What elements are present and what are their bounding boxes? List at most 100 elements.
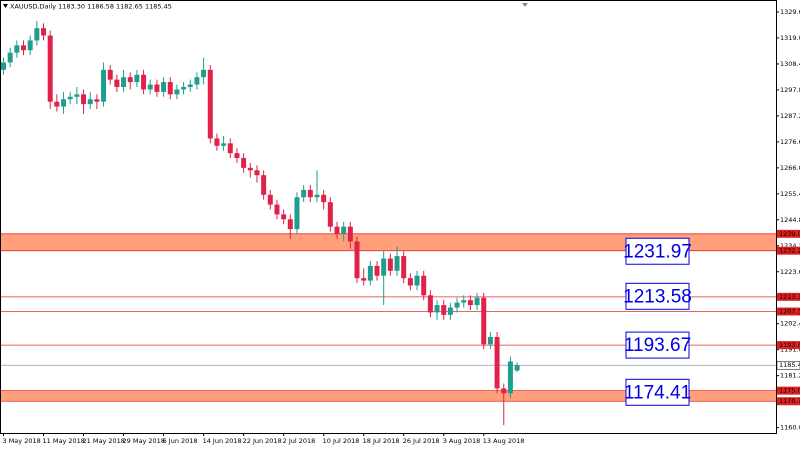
candle-body [254, 170, 260, 176]
callout-label: 1231.97 [623, 241, 692, 262]
price-label-bg [777, 386, 800, 395]
candle-body [121, 77, 127, 87]
candle-body [441, 305, 447, 315]
x-tick-label: 2 Jul 2018 [283, 437, 316, 445]
price-label-bg [776, 360, 800, 370]
price-label: 1213.36 [779, 293, 800, 301]
candle-body [447, 307, 453, 315]
candle-body [407, 278, 413, 286]
candle-body [201, 69, 207, 78]
price-label-bg [777, 341, 800, 350]
menu-arrow[interactable] [3, 4, 8, 8]
candle-body [421, 275, 427, 296]
y-tick-label: 1234.20 [780, 242, 800, 250]
callout-box [625, 237, 690, 265]
candle-body [247, 167, 253, 171]
candle-body [467, 300, 473, 306]
candle-body [214, 138, 220, 146]
x-tick-label: 21 May 2018 [83, 437, 125, 445]
candle-body [294, 197, 300, 230]
candle-body [27, 40, 33, 51]
candle-body [354, 241, 360, 279]
x-tick-label: 13 Aug 2018 [483, 437, 525, 445]
y-tick-label: 1223.60 [780, 268, 800, 276]
candle-body [167, 82, 173, 95]
x-tick-label: 10 Jul 2018 [323, 437, 360, 445]
candle-body [327, 202, 333, 227]
candle-body [101, 69, 107, 102]
candle-body [141, 74, 147, 90]
candle-body [54, 101, 60, 107]
zone [1, 390, 776, 402]
candle-body [74, 94, 80, 97]
y-tick-label: 1276.60 [780, 138, 800, 146]
candle-body [387, 258, 393, 271]
price-label: 1185.45 [779, 361, 800, 369]
candle-body [314, 194, 320, 198]
candle-body [487, 336, 493, 345]
price-label: 1239.08 [779, 230, 800, 238]
candle-body [14, 45, 20, 53]
candle-body [1, 62, 6, 70]
candle-body [434, 305, 440, 313]
candle-body [481, 297, 487, 345]
candle-body [361, 278, 367, 281]
candle-body [34, 28, 40, 41]
candle-body [367, 265, 373, 281]
candle-body [267, 194, 273, 205]
x-tick-label: 29 May 2018 [123, 437, 165, 445]
x-tick-label: 18 Jul 2018 [363, 437, 400, 445]
y-tick-label: 1266.00 [780, 164, 800, 172]
candle-body [227, 143, 233, 154]
price-label: 1207.38 [779, 308, 800, 316]
candle-body [221, 143, 227, 146]
candle-body [81, 94, 87, 105]
candle-body [494, 336, 500, 389]
x-tick-label: 11 May 2018 [43, 437, 85, 445]
y-tick-label: 1191.80 [780, 346, 800, 354]
candle-body [241, 158, 247, 168]
callout-label: 1193.67 [624, 335, 691, 356]
candle-body [474, 297, 480, 306]
y-tick-label: 1287.20 [780, 112, 800, 120]
x-tick-label: 3 May 2018 [3, 437, 41, 445]
candle-body [341, 226, 347, 235]
candle-body [194, 77, 200, 85]
candle-body [47, 35, 53, 102]
y-tick-label: 1255.40 [780, 190, 800, 198]
callout-box [625, 331, 690, 359]
zone [1, 233, 776, 251]
candle-body [114, 79, 120, 87]
y-tick-label: 1202.40 [780, 320, 800, 328]
candle-body [147, 84, 153, 90]
candle-body [501, 388, 507, 394]
y-tick-label: 1308.40 [780, 60, 800, 68]
candle-body [67, 96, 73, 100]
candle-body [94, 99, 100, 102]
x-tick-label: 3 Aug 2018 [443, 437, 481, 445]
y-tick-label: 1329.60 [780, 8, 800, 16]
callout-box [625, 282, 690, 310]
plot-frame [0, 0, 777, 434]
y-tick-label: 1319.00 [780, 34, 800, 42]
price-label: 1170.76 [779, 397, 800, 405]
candle-body [334, 226, 340, 235]
candle-body [134, 74, 140, 83]
candle-body [401, 256, 407, 279]
price-label-bg [777, 246, 800, 255]
candle-body [287, 219, 293, 230]
candle-body [374, 265, 380, 276]
candle-body [127, 77, 133, 83]
candle-body [427, 295, 433, 313]
x-tick-label: 14 Jun 2018 [203, 437, 242, 445]
candle-body [321, 194, 327, 203]
y-tick-label: 1160.00 [780, 424, 800, 432]
price-label-bg [777, 229, 800, 238]
y-tick-label: 1244.80 [780, 216, 800, 224]
candle-body [261, 175, 267, 195]
candle-body [187, 84, 193, 87]
candle-body [234, 153, 240, 159]
x-tick-label: 22 Jun 2018 [243, 437, 282, 445]
candle-body [87, 99, 93, 105]
candle-body [414, 275, 420, 286]
